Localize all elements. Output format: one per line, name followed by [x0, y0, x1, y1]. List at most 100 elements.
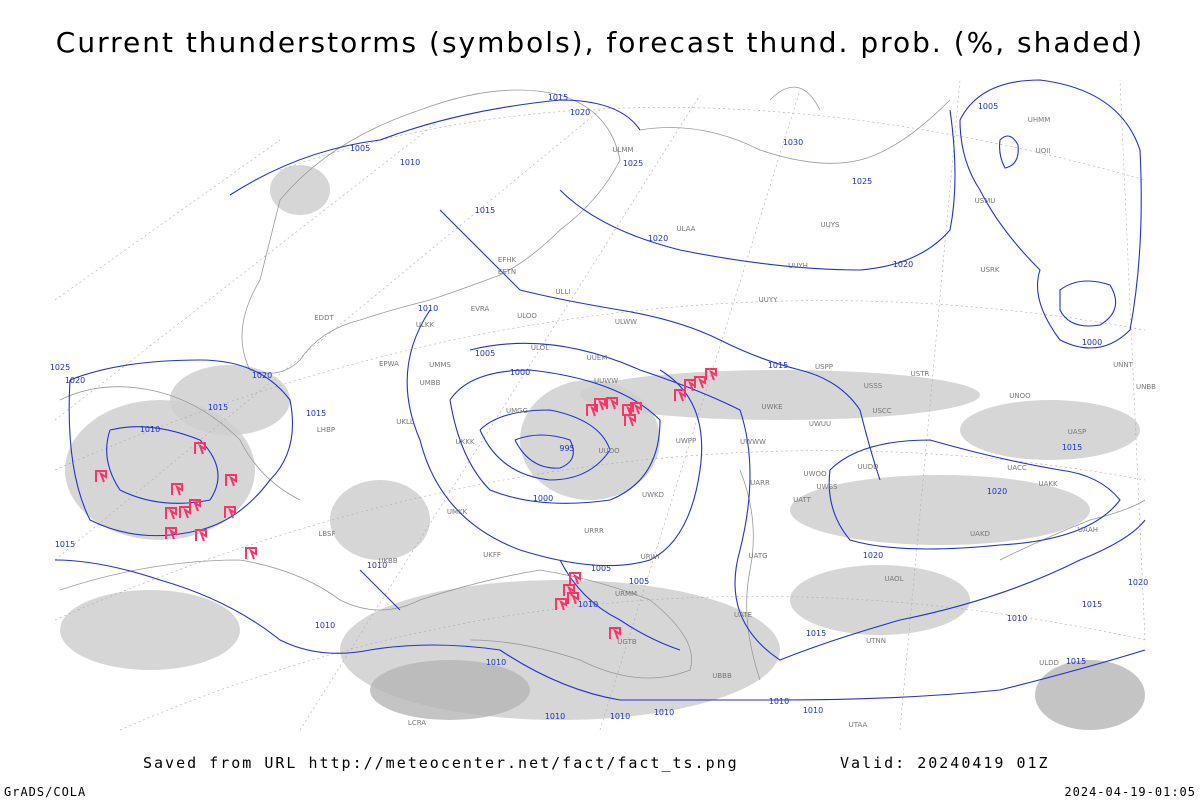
isobar-label: 1005: [350, 144, 370, 153]
station-code: UMBB: [420, 379, 441, 387]
station-code: URWI: [641, 553, 660, 561]
thunderstorm-symbol: [606, 397, 618, 410]
station-code: ULDD: [1039, 659, 1059, 667]
thunderstorm-symbol: [624, 414, 636, 427]
isobar-label: 1015: [806, 629, 826, 638]
thunderstorm-symbol: [555, 598, 567, 611]
station-code: ULLI: [556, 288, 571, 296]
station-code: UHMM: [1028, 116, 1050, 124]
isobar-label: 1010: [486, 658, 506, 667]
isobar-label: 1015: [55, 540, 75, 549]
valid-time: Valid: 20240419 01Z: [840, 754, 1050, 772]
isobar-label: 1010: [1007, 614, 1027, 623]
station-code: UUYS: [821, 221, 841, 229]
station-code: ULOO: [517, 312, 537, 320]
isobar-label: 1010: [367, 561, 387, 570]
station-code: UMMS: [429, 361, 451, 369]
station-code: USSS: [864, 382, 883, 390]
isobar-label: 1005: [978, 102, 998, 111]
station-code: USRK: [980, 266, 999, 274]
thunderstorm-symbol: [609, 627, 621, 640]
isobar-label: 1020: [252, 371, 272, 380]
isobar-label: 1005: [591, 564, 611, 573]
isobar-label: 1015: [306, 409, 326, 418]
station-code: UUYY: [759, 296, 779, 304]
station-code: ULAA: [677, 225, 696, 233]
thunderstorm-symbol: [705, 368, 717, 381]
isobar-label: 1020: [648, 234, 668, 243]
station-code: LHBP: [317, 426, 335, 434]
graticule: [54, 79, 1146, 731]
shading: [60, 165, 1145, 730]
isobar-label: 1010: [140, 425, 160, 434]
station-code: UAAH: [1078, 526, 1098, 534]
isobar-label: 1020: [987, 487, 1007, 496]
isobar-label: 1015: [1066, 657, 1086, 666]
isobar-label: 1015: [1082, 600, 1102, 609]
station-code: UTNN: [866, 637, 886, 645]
station-code: UWSS: [817, 483, 838, 491]
station-code: UATT: [793, 496, 812, 504]
station-code: UKLL: [396, 418, 414, 426]
isobar-label: 1000: [533, 494, 553, 503]
isobar-label: 1015: [768, 361, 788, 370]
isobar-label: 1015: [1062, 443, 1082, 452]
isobar-label: 1010: [315, 621, 335, 630]
thunderstorm-symbol: [563, 584, 575, 597]
station-code: UTAA: [849, 721, 868, 729]
station-code: ULMM: [612, 146, 633, 154]
thunderstorm-symbol: [567, 592, 579, 605]
station-code: ULOL: [531, 344, 549, 352]
station-code: UWUU: [809, 420, 831, 428]
isobar-label: 1010: [769, 697, 789, 706]
thunderstorm-symbol: [165, 507, 177, 520]
station-code: UAKK: [1038, 480, 1058, 488]
thunderstorm-symbol: [569, 572, 581, 585]
station-code: EETN: [498, 268, 516, 276]
isobar-label: 1010: [545, 712, 565, 721]
isobar-label: 1015: [548, 93, 568, 102]
software-label: GrADS/COLA: [4, 785, 86, 799]
isobar-label: 1000: [1082, 338, 1102, 347]
timestamp: 2024-04-19-01:05: [1064, 785, 1196, 799]
station-code: UBBB: [712, 672, 732, 680]
isobar-label: 1020: [65, 376, 85, 385]
station-code: UKFF: [483, 551, 501, 559]
station-code: UUOO: [598, 447, 620, 455]
station-code: EFHK: [498, 256, 517, 264]
thunderstorm-symbol: [225, 474, 237, 487]
station-code: UAOL: [884, 575, 903, 583]
station-code: UACC: [1007, 464, 1027, 472]
isobar-label: 1015: [208, 403, 228, 412]
station-code: URRR: [584, 527, 604, 535]
station-code: UKBB: [378, 557, 398, 565]
thunderstorm-symbol: [586, 404, 598, 417]
isobar-label: 1020: [1128, 578, 1148, 587]
station-code: UNNT: [1113, 361, 1134, 369]
title: Current thunderstorms (symbols), forecas…: [56, 26, 1144, 59]
station-code: UUDD: [857, 463, 878, 471]
station-code: ULKK: [416, 321, 435, 329]
isobar-label: 1015: [475, 206, 495, 215]
thunderstorm-symbol: [171, 483, 183, 496]
station-code: UMGG: [506, 407, 528, 415]
source-url: Saved from URL http://meteocenter.net/fa…: [143, 754, 739, 772]
station-code: EPWA: [379, 360, 399, 368]
station-code: URMM: [615, 590, 637, 598]
isobar-label: 1010: [610, 712, 630, 721]
isobar-label: 1025: [623, 159, 643, 168]
station-code: UWWW: [740, 438, 766, 446]
isobar-label: 995: [559, 444, 574, 453]
isobar-label: 1010: [400, 158, 420, 167]
thunderstorm-symbol: [95, 470, 107, 483]
station-code: EVRA: [471, 305, 490, 313]
station-code: USMU: [975, 197, 996, 205]
station-code: EDDT: [314, 314, 334, 322]
thunderstorm-symbol: [594, 398, 606, 411]
isobar-label: 1010: [803, 706, 823, 715]
station-code: UATE: [734, 611, 752, 619]
thunderstorm-symbol: [245, 547, 257, 560]
station-code: UKKK: [456, 438, 475, 446]
